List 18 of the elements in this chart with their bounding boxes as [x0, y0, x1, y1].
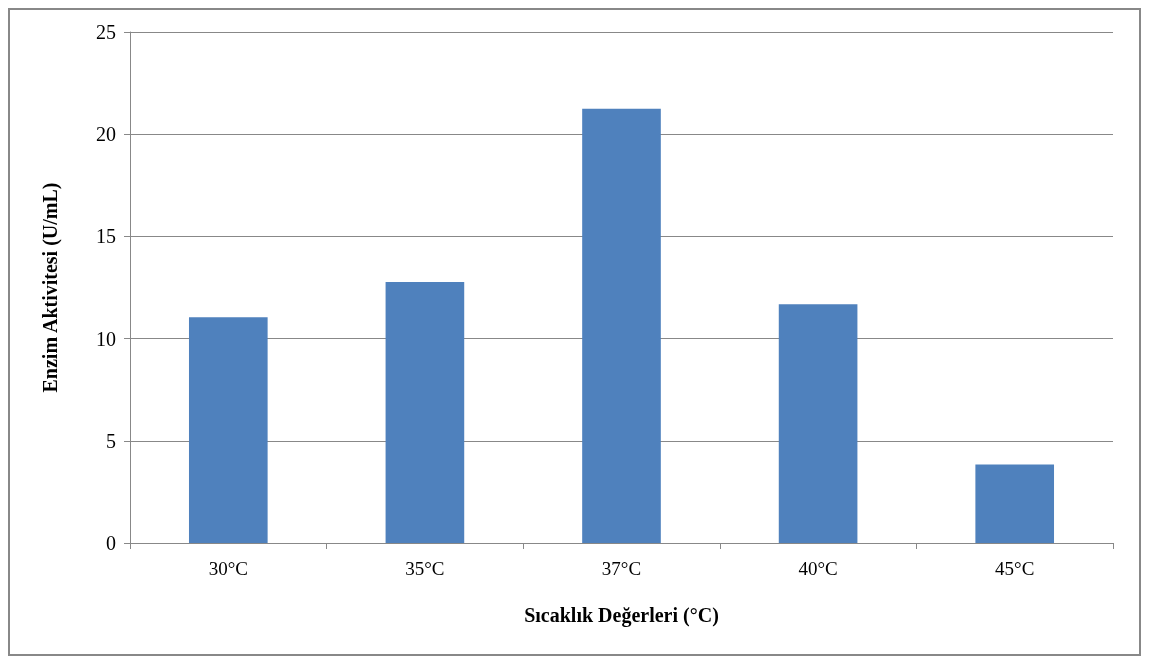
- y-tick-label: 20: [96, 123, 116, 146]
- y-tick-label: 10: [96, 327, 116, 350]
- bar: [385, 281, 465, 543]
- y-axis-title: Enzim Aktivitesi (U/mL): [39, 182, 62, 393]
- bar: [975, 464, 1055, 543]
- bar: [582, 108, 661, 543]
- x-tick-label: 37°C: [601, 558, 642, 579]
- y-tick-label: 5: [106, 429, 116, 452]
- bar: [778, 304, 858, 543]
- x-tick-label: 30°C: [208, 558, 248, 579]
- y-tick-label: 25: [96, 21, 116, 43]
- x-tick-label: 35°C: [405, 558, 445, 579]
- y-tick-label: 15: [96, 225, 116, 248]
- x-axis-title: Sıcaklık Değerleri (°C): [524, 604, 719, 627]
- x-tick-label: 45°C: [995, 558, 1035, 579]
- bar: [188, 317, 268, 543]
- x-tick-label: 40°C: [798, 558, 838, 579]
- y-tick-label: 0: [106, 532, 116, 554]
